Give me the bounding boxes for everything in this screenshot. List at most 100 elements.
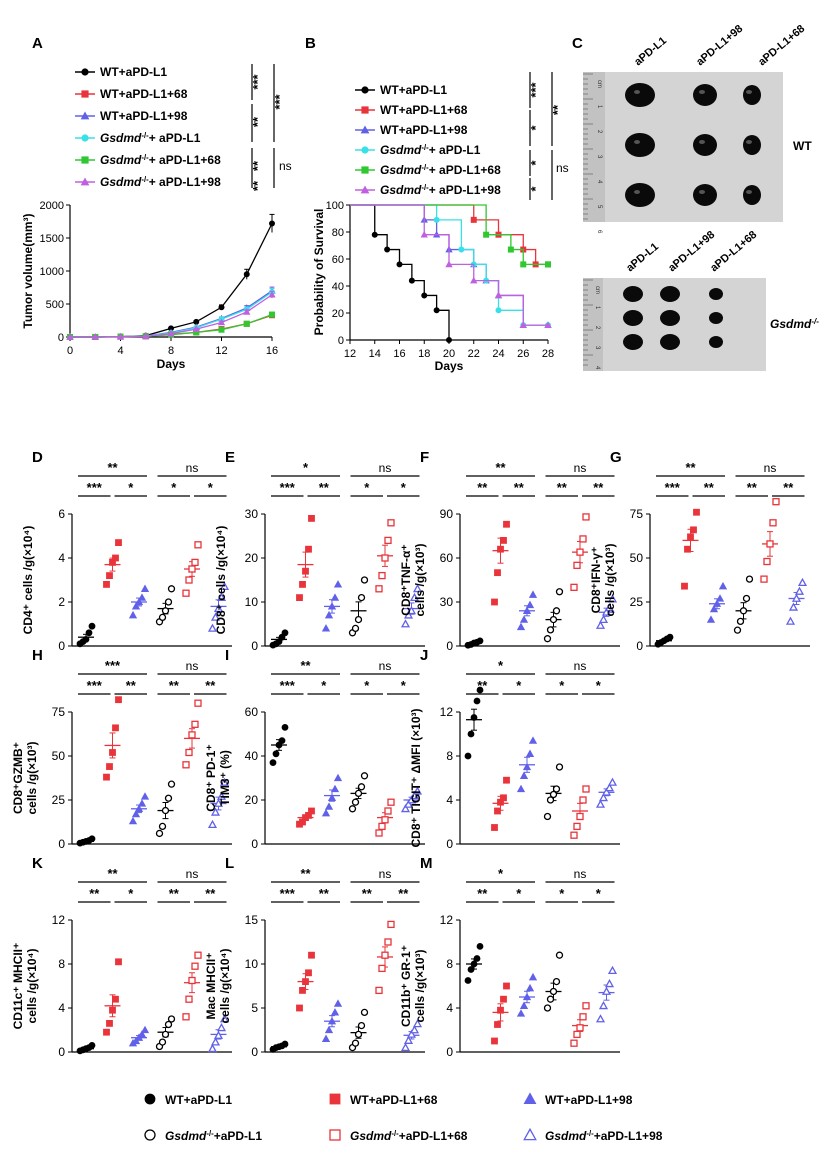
label-post: + aPD-L1+68 — [429, 163, 501, 177]
legend-marker — [360, 185, 370, 194]
data-point — [491, 1037, 498, 1045]
ruler-label: 6 — [596, 230, 602, 234]
data-point — [403, 610, 414, 619]
y-tick-label: 10 — [245, 595, 259, 609]
sig-label: * — [559, 886, 565, 901]
data-point — [712, 599, 722, 607]
y-tick-label: 4 — [58, 551, 65, 565]
data-point — [164, 794, 173, 802]
data-point — [140, 792, 150, 800]
legend-marker — [361, 106, 369, 114]
data-point — [763, 557, 771, 566]
data-point — [549, 987, 558, 996]
data-point — [161, 806, 170, 815]
censor-point — [396, 261, 403, 268]
data-point — [601, 986, 612, 995]
data-point — [354, 615, 363, 624]
y-tick-label: 50 — [52, 749, 66, 763]
data-point — [525, 983, 535, 992]
y-axis-label: cells /g(×10³) — [413, 949, 427, 1022]
data-point — [158, 1038, 167, 1046]
data-point — [115, 958, 122, 966]
label-italic: Gsdmd — [380, 163, 422, 177]
tumor — [709, 312, 723, 324]
y-tick-label: 30 — [440, 595, 454, 609]
data-point — [500, 995, 507, 1003]
data-point — [351, 1039, 360, 1047]
data-point — [66, 333, 74, 340]
y-tick-label: 40 — [332, 281, 344, 293]
sig-label: *** — [87, 678, 103, 693]
y-axis-label: CD8⁺ PD-1⁺ — [204, 744, 218, 811]
legend-label: WT+aPD-L1 — [165, 1093, 232, 1107]
sig-label: ** — [783, 480, 794, 495]
panel-letter: E — [225, 449, 235, 466]
x-tick-label: 18 — [418, 348, 430, 360]
group-label: aPD-L1+98 — [694, 23, 745, 69]
y-tick-label: 0 — [446, 1045, 453, 1059]
legend-label: Gsdmd-/-+aPD-L1+68 — [350, 1129, 468, 1144]
data-point — [321, 624, 331, 632]
sig-label: *** — [87, 480, 103, 495]
data-point — [570, 583, 578, 591]
y-tick-label: 12 — [440, 705, 454, 719]
legend-marker — [81, 156, 89, 164]
panel-letter: G — [610, 449, 622, 466]
data-point — [192, 325, 200, 332]
x-tick-label: 8 — [168, 345, 174, 357]
legend-label: Gsdmd-/-+ aPD-L1+98 — [380, 183, 501, 198]
survival-step — [350, 204, 450, 340]
data-point — [403, 799, 414, 808]
data-point — [354, 789, 363, 798]
data-point — [167, 1015, 176, 1023]
data-point — [213, 798, 224, 807]
data-point — [406, 1029, 417, 1038]
sig-label: *** — [280, 886, 296, 901]
data-point — [218, 304, 225, 311]
data-point — [378, 964, 386, 973]
y-tick-label: 25 — [52, 793, 66, 807]
data-point — [161, 1030, 170, 1039]
data-point — [785, 616, 796, 625]
censor-point — [545, 261, 552, 268]
censor-point — [445, 336, 452, 343]
data-point — [85, 629, 93, 637]
sig-label: ** — [205, 678, 216, 693]
y-tick-label: 40 — [245, 749, 259, 763]
data-point — [406, 606, 417, 615]
censor-point — [421, 292, 428, 299]
y-axis-label: CD8⁺ TIGIT⁺ ΔMFI (×10³) — [409, 709, 423, 848]
sig-label: ** — [362, 886, 373, 901]
data-point — [467, 730, 475, 738]
tumor — [743, 185, 761, 205]
data-point — [268, 311, 275, 318]
data-point — [140, 1025, 150, 1034]
x-tick-label: 24 — [492, 348, 504, 360]
y-tick-label: 4 — [446, 793, 453, 807]
label-italic: Gsdmd — [100, 175, 142, 189]
tumor — [660, 286, 680, 302]
data-point — [216, 791, 227, 800]
data-point — [360, 1008, 369, 1017]
sig-label: ** — [319, 480, 330, 495]
data-point — [693, 508, 700, 516]
data-point — [308, 951, 315, 959]
data-point — [582, 513, 590, 521]
y-tick-label: 4 — [58, 1001, 65, 1015]
censor-point — [433, 307, 440, 314]
ruler-label: 5 — [596, 205, 602, 209]
data-point — [546, 626, 555, 634]
sig-label: ** — [704, 480, 715, 495]
tumor-highlight — [746, 190, 752, 194]
genotype-name: Gsdmd — [770, 317, 812, 331]
data-point — [604, 979, 615, 988]
data-point — [327, 1016, 337, 1025]
data-point — [476, 943, 484, 950]
y-tick-label: 0 — [251, 837, 258, 851]
data-point — [194, 699, 202, 707]
data-point — [194, 951, 202, 959]
data-point — [243, 271, 250, 278]
